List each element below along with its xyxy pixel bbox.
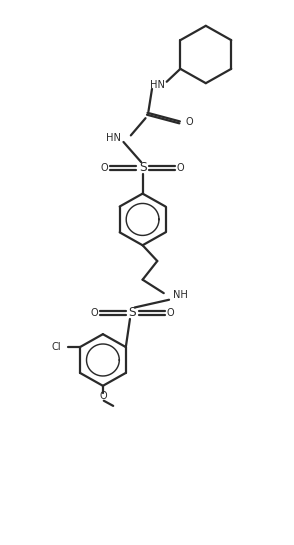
Text: NH: NH bbox=[173, 290, 188, 300]
Text: O: O bbox=[101, 163, 108, 173]
Text: S: S bbox=[128, 306, 136, 319]
Text: Cl: Cl bbox=[52, 342, 61, 352]
Text: HN: HN bbox=[150, 80, 165, 89]
Text: O: O bbox=[177, 163, 185, 173]
Text: O: O bbox=[90, 308, 98, 318]
Text: S: S bbox=[139, 161, 146, 174]
Text: O: O bbox=[186, 117, 193, 127]
Text: HN: HN bbox=[106, 132, 121, 143]
Text: O: O bbox=[167, 308, 174, 318]
Text: O: O bbox=[99, 391, 107, 401]
